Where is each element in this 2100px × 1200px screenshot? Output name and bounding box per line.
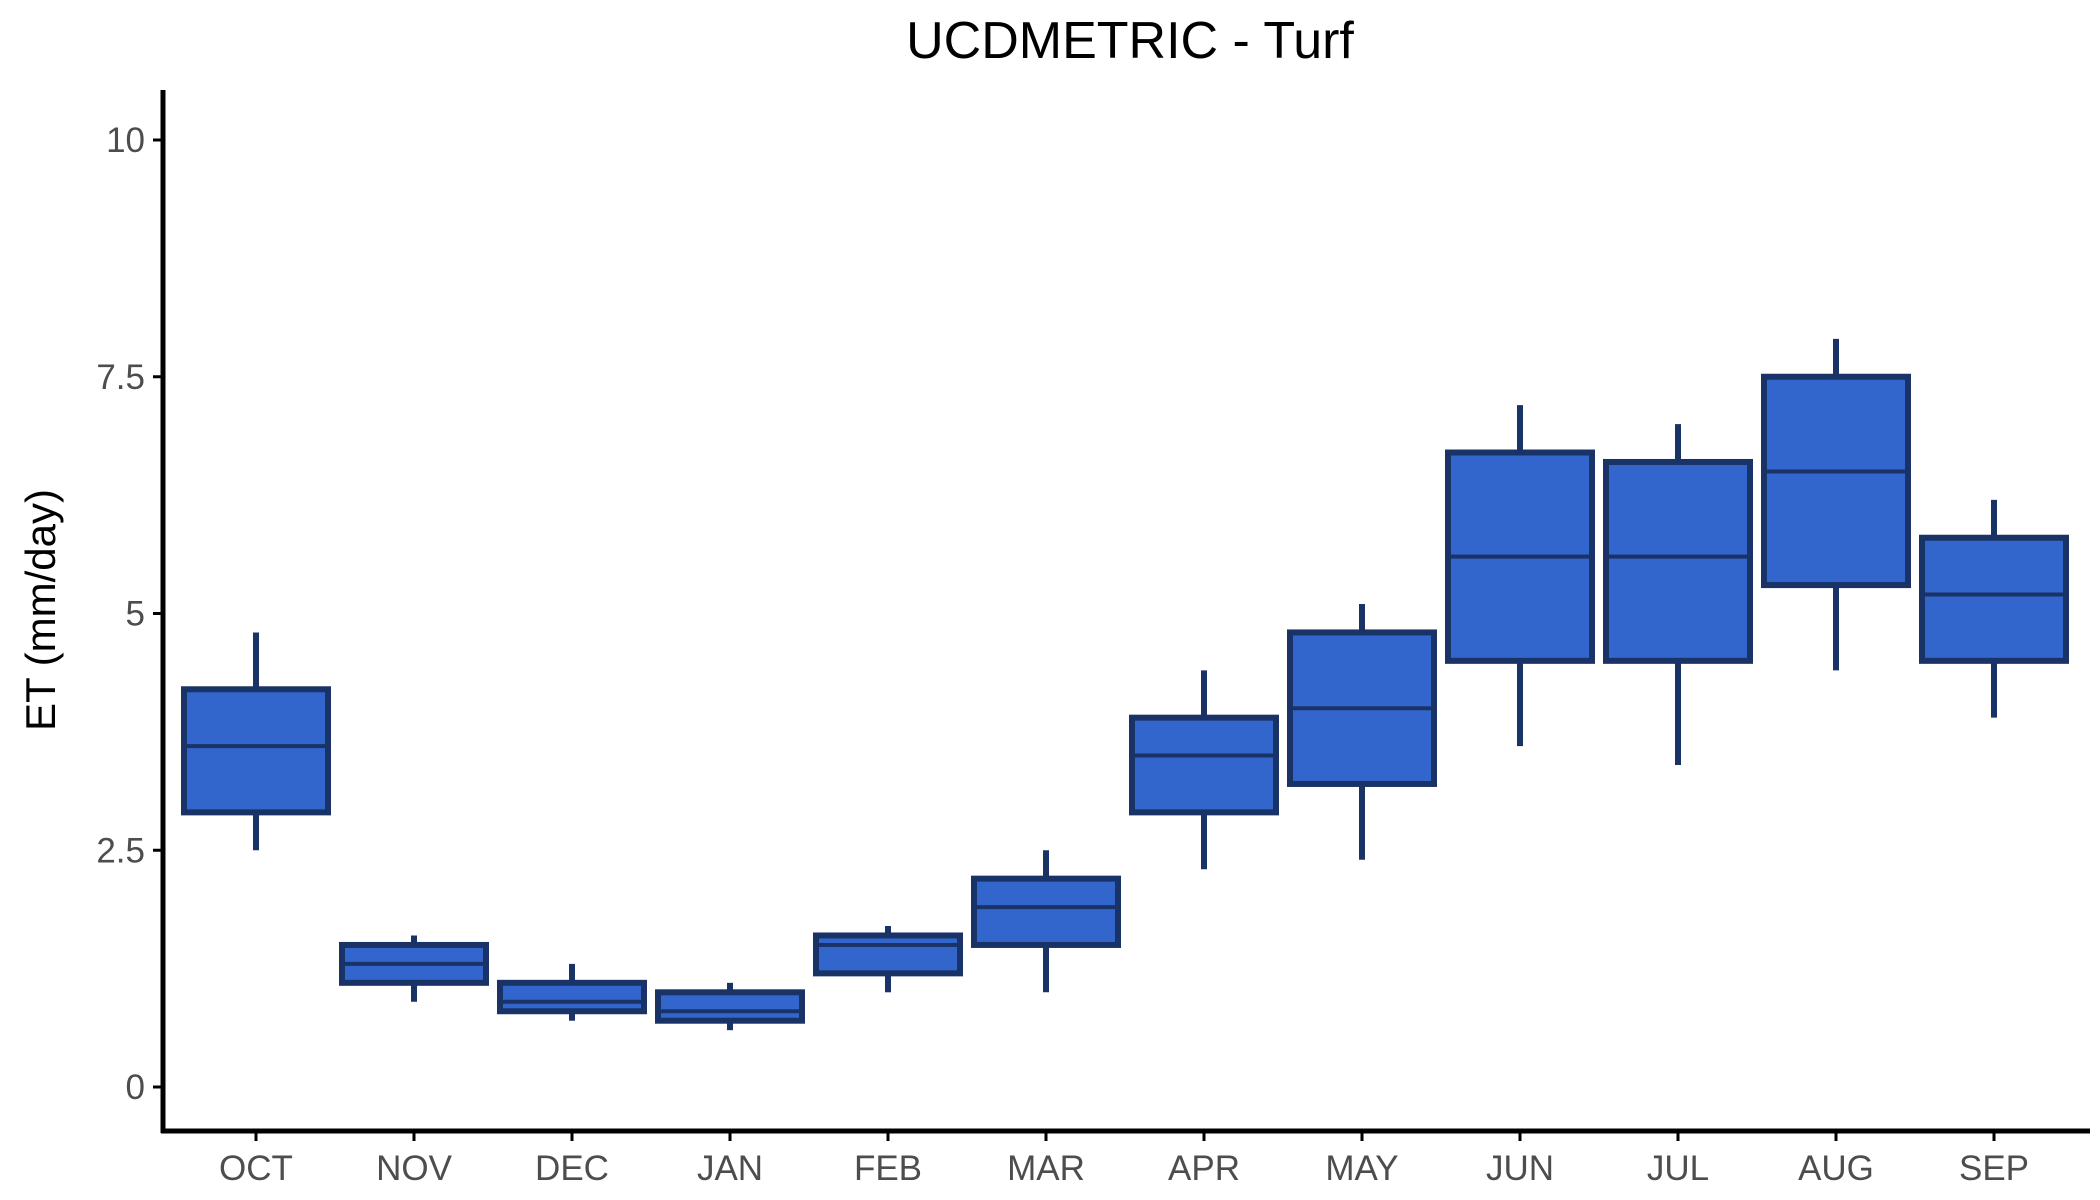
box-jul <box>1603 424 1753 766</box>
y-tick-label: 5 <box>126 595 145 634</box>
box-sep <box>1919 499 2069 718</box>
x-tick-label: MAR <box>1007 1149 1085 1188</box>
box-apr <box>1129 670 1279 870</box>
x-tick-label: DEC <box>535 1149 609 1188</box>
y-tick-label: 2.5 <box>96 831 145 870</box>
x-tick-label: JUL <box>1647 1149 1709 1188</box>
box-iqr <box>971 875 1121 948</box>
y-tick-label: 7.5 <box>96 358 145 397</box>
chart-title: UCDMETRIC - Turf <box>906 12 1354 70</box>
x-tick-label: NOV <box>376 1149 453 1188</box>
box-iqr <box>1761 373 1911 589</box>
box-nov <box>339 935 489 1002</box>
axes: OCT NOV DEC JAN FEB MAR APR MAY JUN JUL AUG SEP 0 2.5… <box>96 90 2090 1188</box>
box-iqr <box>1919 534 2069 664</box>
y-tick-label: 10 <box>106 121 145 160</box>
box-jun <box>1445 405 1595 747</box>
box-iqr <box>181 686 331 816</box>
box-may <box>1287 604 1437 860</box>
box-oct <box>181 632 331 851</box>
x-tick-label: OCT <box>219 1149 293 1188</box>
box-aug <box>1761 338 1911 671</box>
y-axis-label: ET (mm/day) <box>17 489 64 731</box>
box-iqr <box>1129 714 1279 816</box>
box-feb <box>813 926 963 993</box>
y-tick-label: 0 <box>126 1068 145 1107</box>
box-iqr <box>497 979 647 1015</box>
x-tick-label: SEP <box>1959 1149 2029 1188</box>
box-jan <box>655 982 805 1031</box>
box-mar <box>971 850 1121 993</box>
box-iqr <box>655 989 805 1024</box>
x-tick-label: APR <box>1168 1149 1240 1188</box>
x-tick-label: JUN <box>1486 1149 1554 1188</box>
box-iqr <box>1603 458 1753 664</box>
box-iqr <box>813 932 963 977</box>
x-tick-label: AUG <box>1798 1149 1874 1188</box>
box-dec <box>497 963 647 1021</box>
x-tick-label: FEB <box>854 1149 922 1188</box>
plot-area <box>181 338 2069 1031</box>
x-tick-label: MAY <box>1325 1149 1398 1188</box>
x-tick-label: JAN <box>697 1149 763 1188</box>
